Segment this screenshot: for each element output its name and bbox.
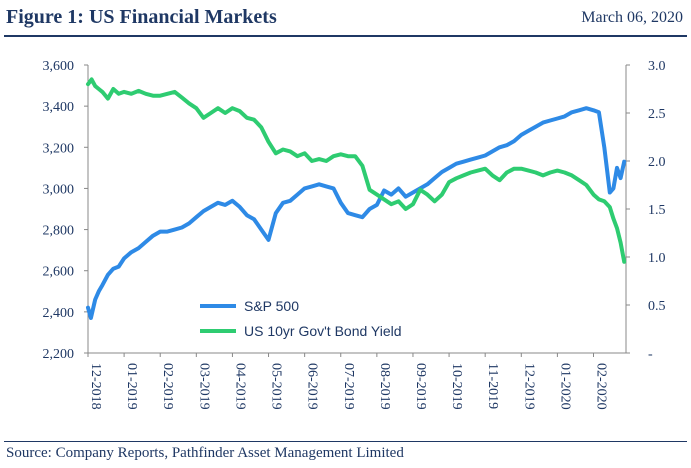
x-tick-label: 03-2019 (196, 363, 211, 410)
x-tick-label: 12-2018 (88, 363, 103, 410)
legend-sp500-label: S&P 500 (244, 298, 299, 314)
x-tick-label: 06-2019 (305, 363, 320, 410)
left-tick-label: 3,000 (43, 182, 75, 197)
right-tick-label: - (648, 347, 653, 362)
x-tick-label: 09-2019 (413, 363, 428, 410)
figure-date: March 06, 2020 (581, 9, 683, 26)
right-tick-label: 2.0 (648, 155, 666, 170)
figure-header: Figure 1: US Financial Markets March 06,… (0, 0, 691, 37)
right-tick-label: 2.5 (648, 107, 666, 122)
left-tick-label: 2,400 (43, 306, 75, 321)
legend-bond-label: US 10yr Gov't Bond Yield (244, 323, 402, 339)
x-tick-label: 10-2019 (449, 363, 464, 410)
x-tick-label: 11-2019 (485, 363, 500, 409)
left-tick-label: 2,800 (43, 224, 75, 239)
right-tick-label: 3.0 (648, 59, 666, 74)
bond-yield-series-line (86, 77, 627, 264)
left-tick-label: 3,600 (43, 59, 75, 74)
x-tick-label: 02-2019 (160, 363, 175, 410)
x-tick-label: 01-2020 (557, 363, 572, 410)
right-tick-label: 1.0 (648, 251, 666, 266)
x-tick-label: 04-2019 (232, 363, 247, 410)
right-tick-label: 0.5 (648, 299, 666, 314)
x-tick-label: 05-2019 (269, 363, 284, 410)
figure-title: Figure 1: US Financial Markets (6, 6, 277, 28)
x-tick-label: 02-2020 (594, 363, 609, 410)
x-tick-label: 01-2019 (124, 363, 139, 410)
header-divider (4, 35, 687, 37)
x-tick-label: 08-2019 (377, 363, 392, 410)
right-tick-label: 1.5 (648, 203, 666, 218)
footer-divider (4, 441, 687, 442)
left-tick-label: 2,600 (43, 265, 75, 280)
source-note: Source: Company Reports, Pathfinder Asse… (6, 445, 404, 461)
x-tick-label: 12-2019 (521, 363, 536, 410)
left-tick-label: 3,200 (43, 141, 75, 156)
sp500-series-line (86, 106, 627, 320)
chart-area: 2,200 2,400 2,600 2,800 3,000 3,200 3,400 3,600… (43, 59, 666, 410)
left-tick-label: 2,200 (43, 347, 75, 362)
left-tick-label: 3,400 (43, 100, 75, 115)
x-tick-label: 07-2019 (341, 363, 356, 410)
